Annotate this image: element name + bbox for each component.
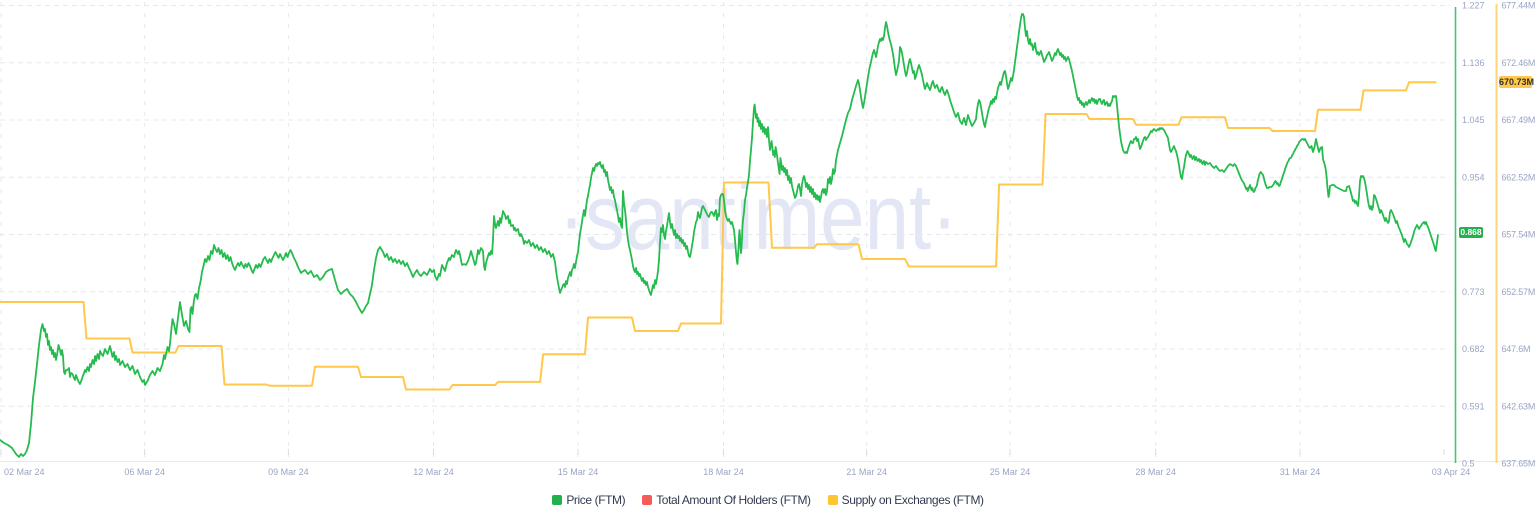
svg-text:1.227: 1.227 [1462, 1, 1485, 11]
svg-text:657.54M: 657.54M [1502, 230, 1536, 240]
svg-text:637.65M: 637.65M [1502, 459, 1536, 469]
svg-text:642.63M: 642.63M [1502, 401, 1536, 411]
svg-text:662.52M: 662.52M [1502, 172, 1536, 182]
svg-text:0.591: 0.591 [1462, 401, 1485, 411]
svg-text:652.57M: 652.57M [1502, 287, 1536, 297]
svg-text:0.5: 0.5 [1462, 459, 1475, 469]
svg-text:0.773: 0.773 [1462, 287, 1485, 297]
svg-text:1.136: 1.136 [1462, 58, 1485, 68]
svg-text:667.49M: 667.49M [1502, 115, 1536, 125]
svg-text:677.44M: 677.44M [1502, 1, 1536, 11]
svg-text:1.045: 1.045 [1462, 115, 1485, 125]
svg-text:647.6M: 647.6M [1502, 344, 1531, 354]
svg-text:0.954: 0.954 [1462, 172, 1485, 182]
svg-text:0.682: 0.682 [1462, 344, 1485, 354]
svg-text:672.46M: 672.46M [1502, 58, 1536, 68]
